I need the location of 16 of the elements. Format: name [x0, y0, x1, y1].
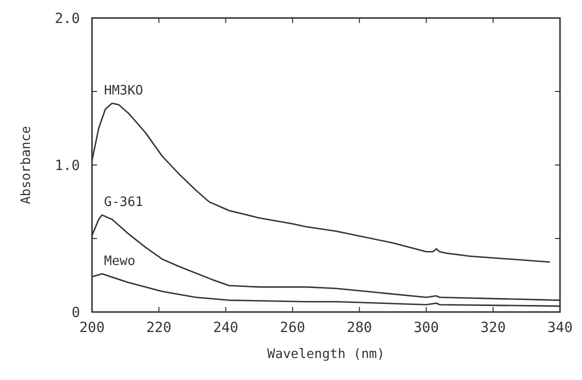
y-axis-title: Absorbance	[19, 126, 34, 204]
x-tick-label: 320	[480, 320, 506, 336]
y-tick-label: 0	[72, 305, 80, 321]
x-tick-label: 260	[280, 320, 306, 336]
x-tick-label: 300	[414, 320, 439, 336]
x-axis-title: Wavelength (nm)	[267, 347, 385, 362]
series-label: HM3KO	[104, 83, 144, 98]
x-tick-label: 220	[146, 320, 172, 336]
series-label: Mewo	[104, 254, 136, 269]
x-tick-label: 200	[79, 320, 105, 336]
x-tick-label: 340	[547, 320, 573, 336]
series-label: G-361	[104, 194, 144, 210]
y-tick-label: 1.0	[54, 158, 80, 174]
x-tick-label: 280	[346, 320, 372, 336]
x-tick-label: 240	[213, 320, 238, 336]
y-tick-label: 2.0	[54, 11, 80, 27]
